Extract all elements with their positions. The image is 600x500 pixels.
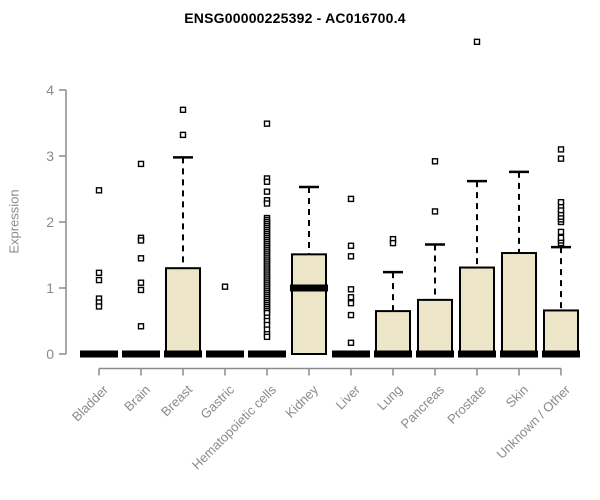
outlier-point xyxy=(557,155,565,162)
outlier-point xyxy=(431,158,439,165)
outlier-point xyxy=(347,286,355,293)
outlier-point xyxy=(557,234,565,242)
x-tick-label: Brain xyxy=(121,382,153,414)
outlier-point xyxy=(557,146,565,153)
outlier-point xyxy=(431,208,439,215)
x-tick-label: Liver xyxy=(333,382,364,413)
outlier-point xyxy=(221,283,229,290)
x-tick-label: Skin xyxy=(503,382,531,410)
y-tick-label: 1 xyxy=(46,280,54,296)
outlier-point xyxy=(263,200,271,207)
x-tick-label: Pancreas xyxy=(398,382,448,432)
outlier-point xyxy=(473,38,481,46)
y-tick-label: 0 xyxy=(46,346,54,362)
box xyxy=(291,253,327,355)
x-tick-label: Lung xyxy=(374,382,405,413)
box xyxy=(459,266,495,356)
outlier-point xyxy=(347,242,355,249)
x-tick-label: Gastric xyxy=(197,382,237,422)
box xyxy=(417,298,453,356)
outlier-point xyxy=(557,228,565,236)
outlier-point xyxy=(137,279,145,286)
y-tick-label: 2 xyxy=(46,214,54,230)
box xyxy=(375,310,411,356)
outlier-point xyxy=(263,120,271,127)
box xyxy=(501,252,537,356)
outlier-point xyxy=(137,160,145,168)
outlier-point xyxy=(179,131,187,139)
outlier-point xyxy=(557,198,565,206)
outlier-point xyxy=(263,178,271,185)
outlier-point xyxy=(347,253,355,260)
outlier-point xyxy=(137,323,145,330)
box xyxy=(165,267,201,356)
box xyxy=(543,309,579,356)
outlier-point xyxy=(95,303,103,310)
outlier-point xyxy=(347,299,355,307)
outlier-point xyxy=(179,106,187,114)
outlier-point xyxy=(137,286,145,294)
x-tick-label: Prostate xyxy=(444,382,489,427)
outlier-point xyxy=(347,339,355,346)
outlier-point xyxy=(95,276,103,284)
outlier-point xyxy=(263,188,271,195)
outlier-point xyxy=(389,239,397,247)
outlier-point xyxy=(263,333,271,341)
outlier-point xyxy=(137,237,145,244)
x-tick-label: Kidney xyxy=(282,382,321,421)
outlier-point xyxy=(137,255,145,262)
x-tick-label: Bladder xyxy=(69,382,112,425)
chart-title: ENSG00000225392 - AC016700.4 xyxy=(184,10,406,26)
outlier-point xyxy=(347,294,355,301)
x-tick-label: Breast xyxy=(158,382,195,419)
outlier-point xyxy=(347,311,355,319)
y-tick-label: 4 xyxy=(46,82,54,98)
outlier-point xyxy=(95,269,103,277)
x-tick-label: Unknown / Other xyxy=(494,382,574,462)
outlier-point xyxy=(347,195,355,203)
y-tick-label: 3 xyxy=(46,148,54,164)
outlier-point xyxy=(95,187,103,194)
